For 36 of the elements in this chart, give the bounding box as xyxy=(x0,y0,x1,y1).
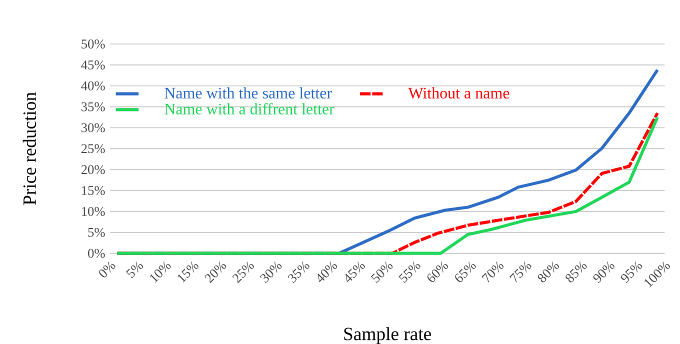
x-tick-label: 55% xyxy=(398,261,420,283)
x-tick-label: 60% xyxy=(427,261,448,282)
x-tick-label: 75% xyxy=(509,261,532,282)
y-tick-label: 20% xyxy=(81,165,105,174)
x-tick-label: 90% xyxy=(593,261,614,283)
y-tick-label: 30% xyxy=(82,123,105,132)
y-tick-label: 15% xyxy=(82,186,105,196)
x-tick-label: 65% xyxy=(455,261,476,282)
y-tick-label: 0% xyxy=(88,248,105,258)
x-tick-label: 85% xyxy=(566,261,587,282)
y-axis-title: Price reduction xyxy=(22,92,36,205)
legend-label: Name with the same letter xyxy=(164,87,332,99)
y-tick-label: 5% xyxy=(88,228,105,237)
legend-label: Name with a diffrent letter xyxy=(164,103,334,114)
y-tick-label: 10% xyxy=(82,206,105,216)
legend-label: Without a name xyxy=(408,87,510,99)
x-axis-title: Sample rate xyxy=(344,327,431,344)
y-tick-label: 35% xyxy=(82,102,105,112)
x-tick-label: 70% xyxy=(482,261,504,282)
x-tick-label: 15% xyxy=(178,261,198,283)
x-tick-label: 40% xyxy=(318,261,338,282)
x-tick-label: 20% xyxy=(204,261,226,284)
x-tick-label: 95% xyxy=(621,261,642,283)
x-tick-label: 45% xyxy=(346,261,365,282)
y-tick-label: 45% xyxy=(81,60,105,70)
x-tick-label: 10% xyxy=(150,261,171,283)
y-tick-label: 40% xyxy=(81,81,105,90)
x-tick-label: 25% xyxy=(232,261,254,284)
x-tick-label: 35% xyxy=(288,261,310,283)
x-tick-label: 80% xyxy=(538,261,560,282)
x-tick-label: 50% xyxy=(370,261,393,283)
y-tick-label: 50% xyxy=(82,39,105,49)
x-tick-label: 30% xyxy=(260,261,282,283)
x-tick-label: 0% xyxy=(99,261,116,278)
y-tick-label: 25% xyxy=(81,144,105,154)
x-tick-label: 5% xyxy=(126,261,144,278)
